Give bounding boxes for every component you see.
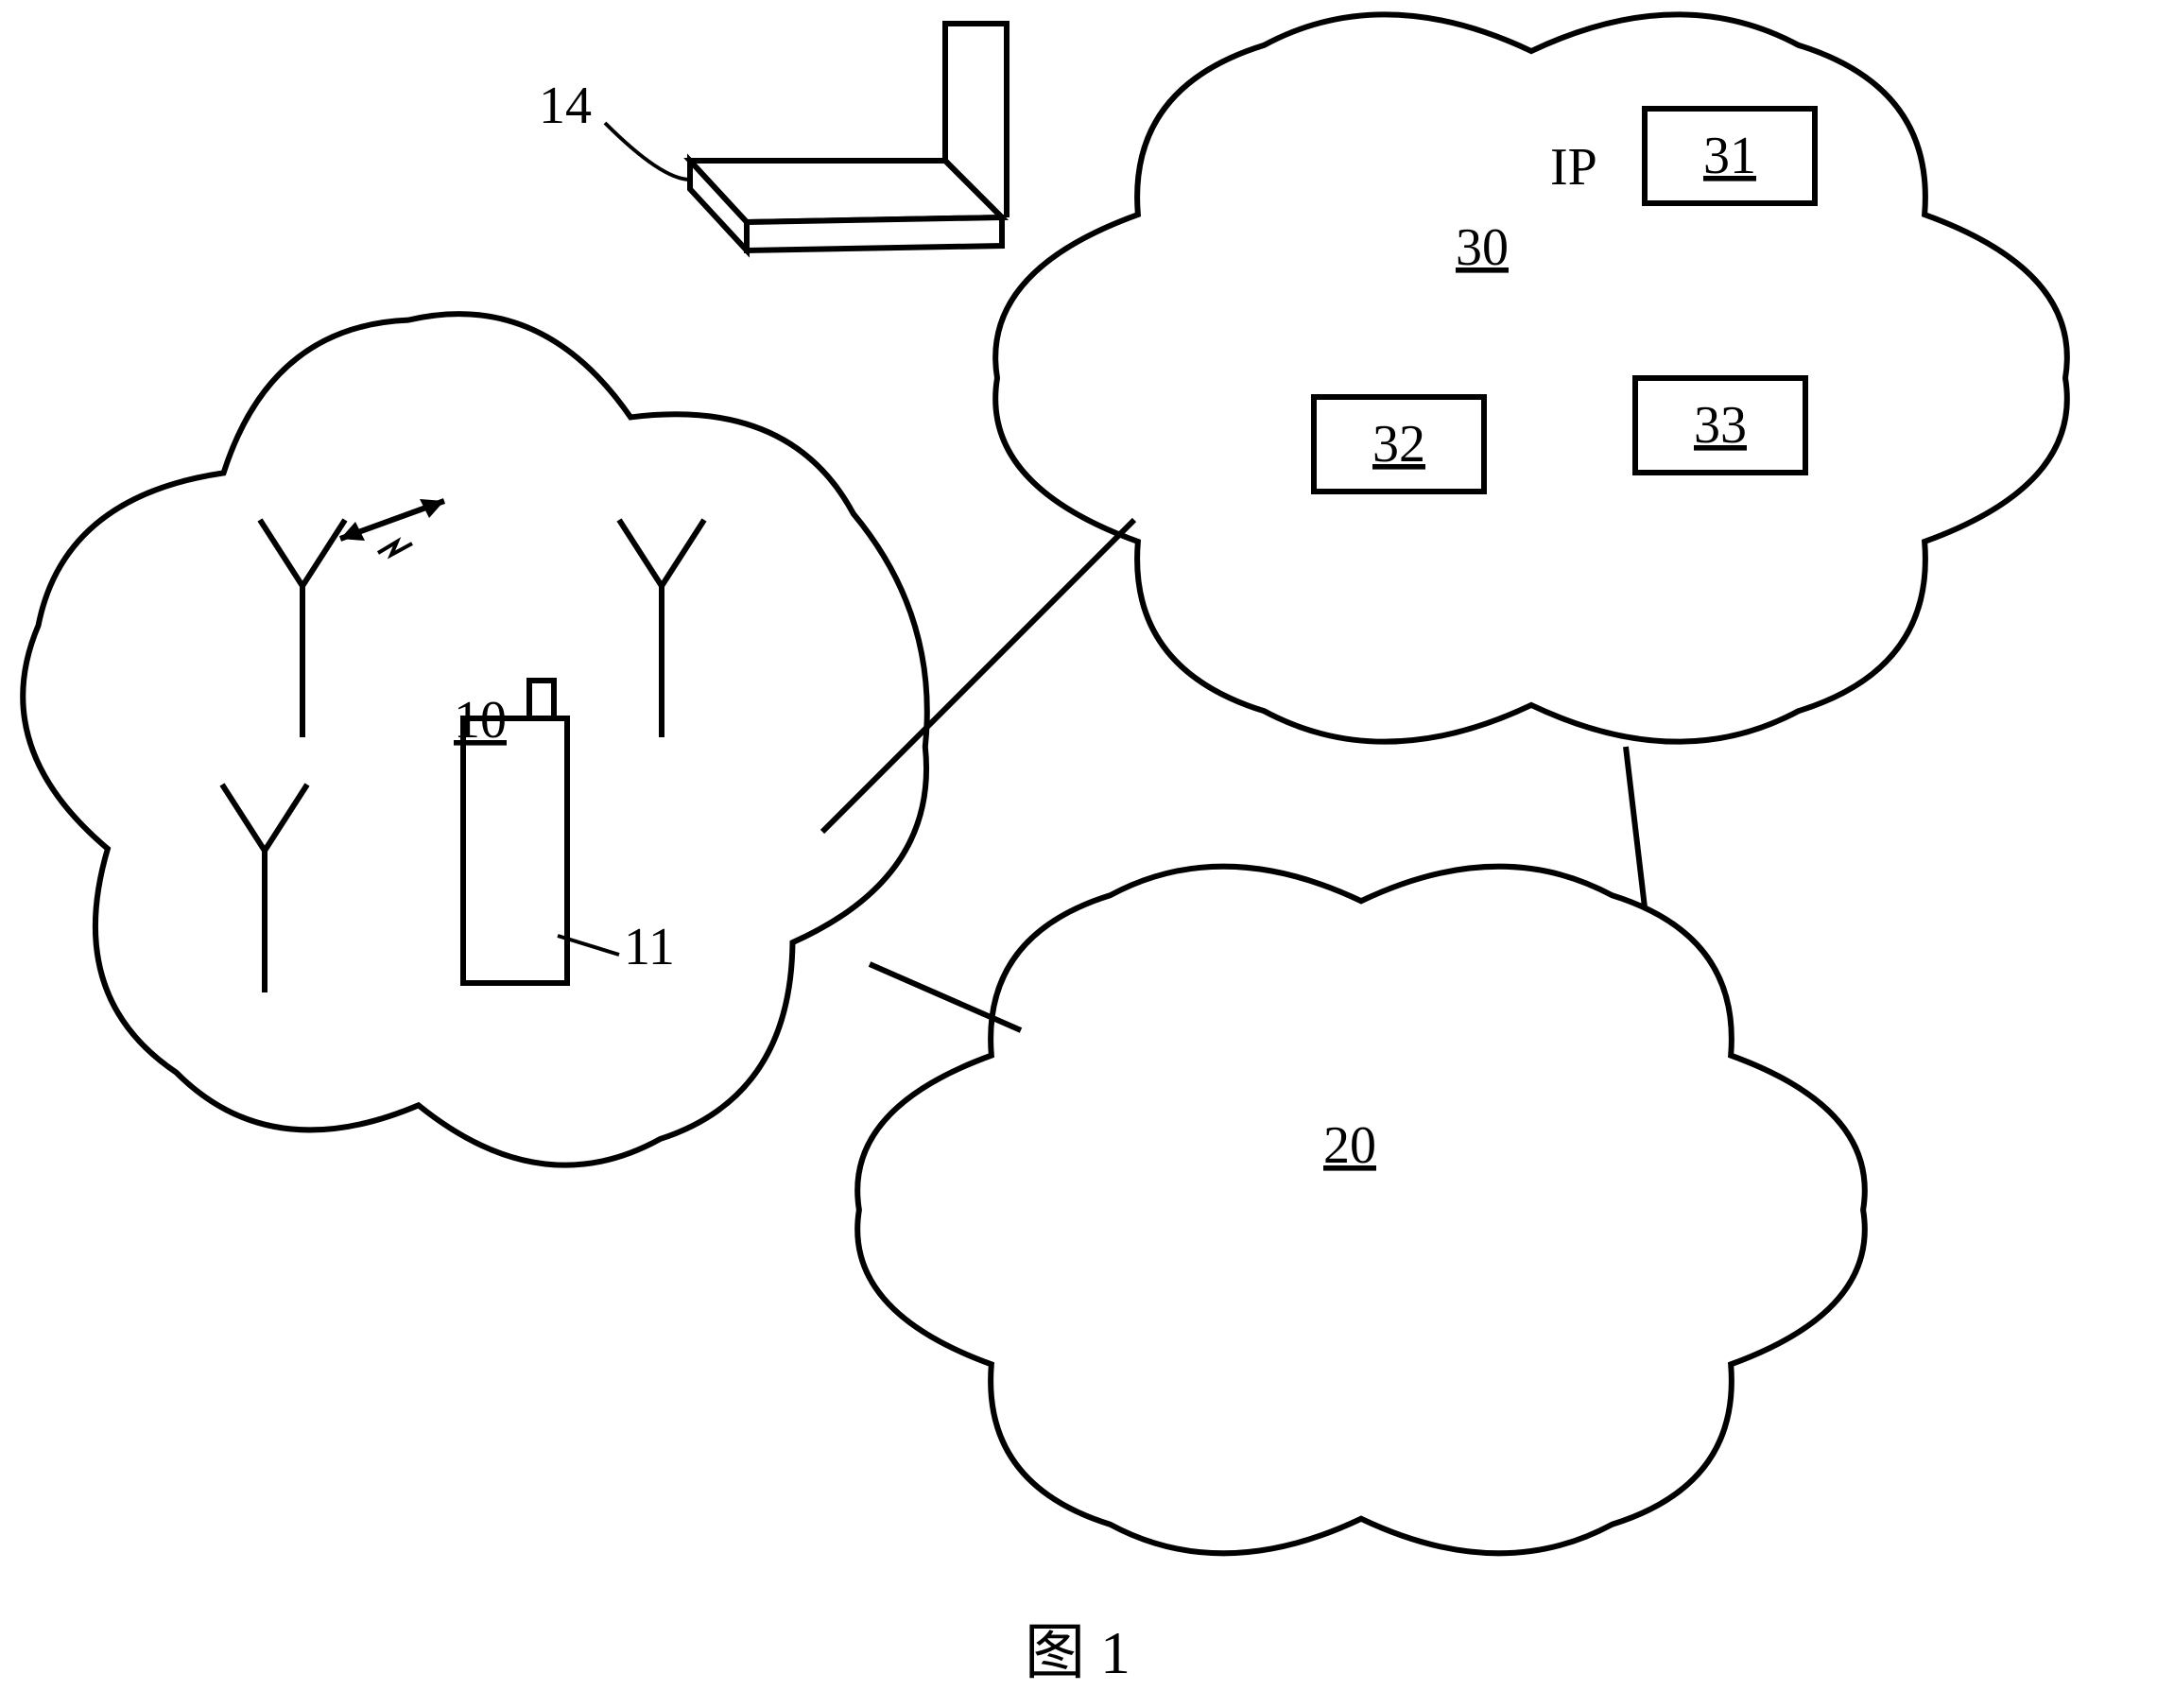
label-11: 11: [624, 918, 675, 976]
leader-14: [605, 123, 690, 180]
box-31-label: 31: [1703, 127, 1756, 185]
figure-caption: 图 1: [1025, 1619, 1130, 1686]
label-30: 30: [1456, 218, 1509, 277]
box-33-label: 33: [1694, 396, 1747, 455]
label-14: 14: [539, 77, 592, 135]
cloud-20: [857, 867, 1865, 1554]
label-10: 10: [454, 691, 507, 750]
box-32-label: 32: [1372, 415, 1425, 474]
cloud-ip-network: [995, 14, 2067, 741]
label-20: 20: [1323, 1116, 1376, 1175]
cloud-link: [1626, 747, 1645, 907]
label-ip: IP: [1550, 138, 1597, 197]
laptop-icon: [690, 24, 1007, 250]
